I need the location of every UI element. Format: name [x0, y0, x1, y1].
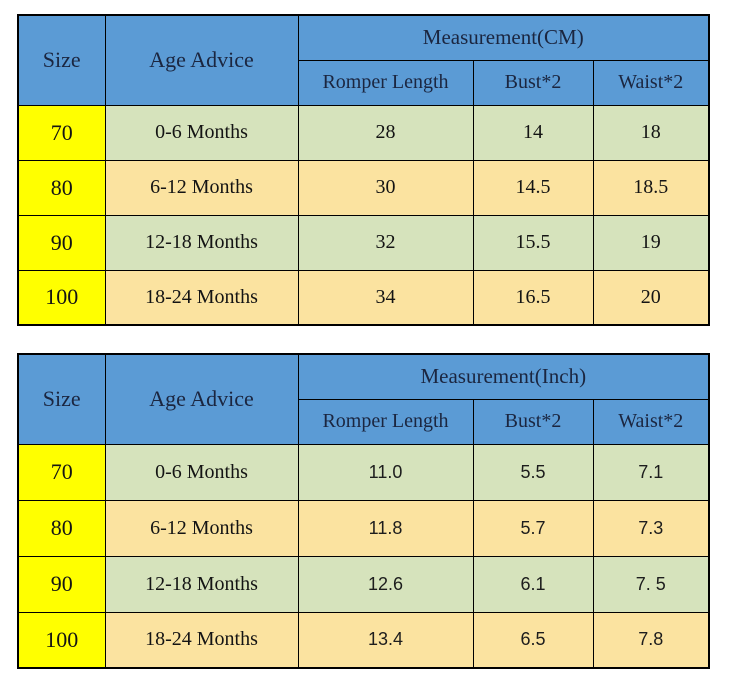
- age-cell: 6-12 Months: [104, 499, 299, 557]
- waist-column-header: Waist*2: [592, 59, 710, 106]
- size-cell: 80: [17, 499, 106, 557]
- age-advice-column-header: Age Advice: [104, 353, 299, 445]
- romper-length-value-cell: 13.4: [297, 611, 474, 669]
- header-row-sub: Romper Length Bust*2 Waist*2: [18, 398, 710, 445]
- age-cell: 12-18 Months: [104, 214, 299, 271]
- waist-value-cell: 7.8: [592, 611, 710, 669]
- table-row: 80 6-12 Months 30 14.5 18.5: [17, 159, 710, 216]
- waist-value-cell: 18.5: [592, 159, 710, 216]
- bust-value-cell: 5.5: [472, 443, 594, 501]
- bust-value-cell: 14.5: [472, 159, 594, 216]
- size-table-cm: Size Age Advice Measurement(CM) Romper L…: [17, 14, 710, 326]
- waist-value-cell: 7. 5: [592, 555, 710, 613]
- age-cell: 6-12 Months: [104, 159, 299, 216]
- waist-column-header: Waist*2: [592, 398, 710, 445]
- size-cell: 80: [17, 159, 106, 216]
- waist-value-cell: 20: [592, 269, 710, 326]
- header-row-sub: Romper Length Bust*2 Waist*2: [18, 59, 710, 106]
- waist-value-cell: 7.1: [592, 443, 710, 501]
- bust-column-header: Bust*2: [472, 398, 594, 445]
- age-cell: 18-24 Months: [104, 269, 299, 326]
- size-cell: 90: [17, 555, 106, 613]
- size-table-inch-container: Size Age Advice Measurement(Inch) Romper…: [17, 353, 711, 669]
- size-cell: 90: [17, 214, 106, 271]
- bust-value-cell: 6.1: [472, 555, 594, 613]
- bust-value-cell: 16.5: [472, 269, 594, 326]
- age-cell: 0-6 Months: [104, 104, 299, 161]
- table-row: 100 18-24 Months 34 16.5 20: [17, 269, 710, 326]
- size-cell: 70: [17, 104, 106, 161]
- romper-length-value-cell: 28: [297, 104, 474, 161]
- romper-length-column-header: Romper Length: [297, 59, 474, 106]
- measurement-cm-group-header: Measurement(CM): [297, 14, 710, 61]
- table-row: 70 0-6 Months 28 14 18: [17, 104, 710, 161]
- size-cell: 100: [17, 269, 106, 326]
- romper-length-value-cell: 34: [297, 269, 474, 326]
- age-cell: 12-18 Months: [104, 555, 299, 613]
- size-cell: 100: [17, 611, 106, 669]
- table-row: 90 12-18 Months 32 15.5 19: [17, 214, 710, 271]
- bust-value-cell: 14: [472, 104, 594, 161]
- table-row: 90 12-18 Months 12.6 6.1 7. 5: [17, 555, 710, 613]
- romper-length-value-cell: 11.0: [297, 443, 474, 501]
- table-row: 70 0-6 Months 11.0 5.5 7.1: [17, 443, 710, 501]
- romper-length-value-cell: 12.6: [297, 555, 474, 613]
- romper-length-value-cell: 30: [297, 159, 474, 216]
- size-table-cm-container: Size Age Advice Measurement(CM) Romper L…: [17, 14, 710, 326]
- header-row-group: Size Age Advice Measurement(Inch): [17, 353, 710, 445]
- size-column-header: Size: [17, 353, 106, 445]
- bust-column-header: Bust*2: [472, 59, 594, 106]
- romper-length-value-cell: 11.8: [297, 499, 474, 557]
- table-row: 100 18-24 Months 13.4 6.5 7.8: [17, 611, 710, 669]
- size-cell: 70: [17, 443, 106, 501]
- waist-value-cell: 7.3: [592, 499, 710, 557]
- age-advice-column-header: Age Advice: [104, 14, 299, 106]
- waist-value-cell: 19: [592, 214, 710, 271]
- bust-value-cell: 5.7: [472, 499, 594, 557]
- age-cell: 0-6 Months: [104, 443, 299, 501]
- age-cell: 18-24 Months: [104, 611, 299, 669]
- waist-value-cell: 18: [592, 104, 710, 161]
- header-row-group: Size Age Advice Measurement(CM): [17, 14, 710, 106]
- table-row: 80 6-12 Months 11.8 5.7 7.3: [17, 499, 710, 557]
- size-table-inch: Size Age Advice Measurement(Inch) Romper…: [17, 353, 711, 669]
- size-column-header: Size: [17, 14, 106, 106]
- bust-value-cell: 6.5: [472, 611, 594, 669]
- romper-length-value-cell: 32: [297, 214, 474, 271]
- bust-value-cell: 15.5: [472, 214, 594, 271]
- measurement-inch-group-header: Measurement(Inch): [297, 353, 710, 400]
- romper-length-column-header: Romper Length: [297, 398, 474, 445]
